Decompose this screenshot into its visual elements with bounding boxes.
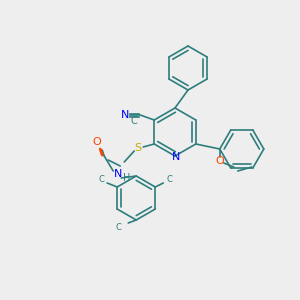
Text: H: H xyxy=(122,173,130,183)
Text: C: C xyxy=(115,224,121,232)
Text: C: C xyxy=(98,176,104,184)
Text: O: O xyxy=(93,137,102,147)
Text: S: S xyxy=(135,143,142,153)
Text: O: O xyxy=(215,156,224,166)
Text: N: N xyxy=(172,152,180,162)
Text: C: C xyxy=(166,176,172,184)
Text: N: N xyxy=(121,110,129,120)
Text: N: N xyxy=(114,169,122,179)
Text: C: C xyxy=(131,116,138,126)
